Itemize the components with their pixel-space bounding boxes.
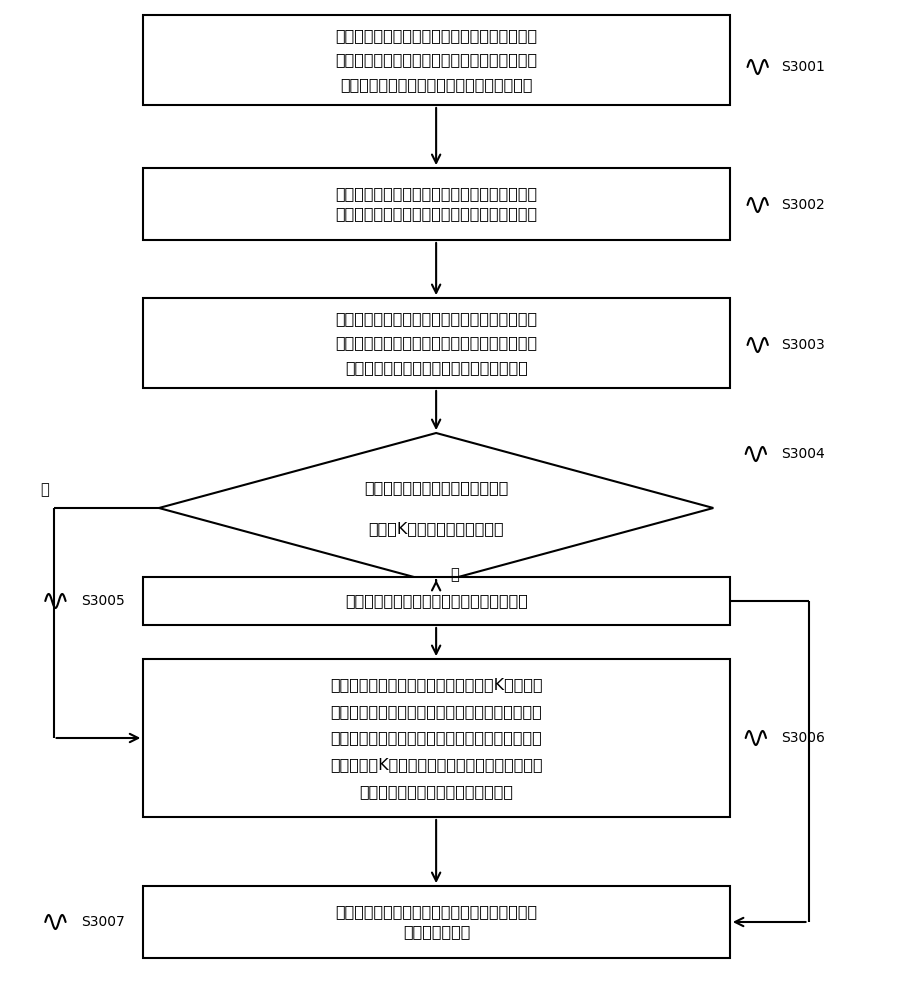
Text: 判断第一等效阻抗与第二等效阻抗: 判断第一等效阻抗与第二等效阻抗 [364, 480, 508, 495]
Text: 基于测试电压与测试电流的相位关系，确定待测: 基于测试电压与测试电流的相位关系，确定待测 [335, 904, 538, 919]
Text: 随机选取负载特性测试阶段内两个不同时刻的电: 随机选取负载特性测试阶段内两个不同时刻的电 [335, 186, 538, 201]
Text: 载的第一等效阻抗，以及根据第二测试电压和第: 载的第一等效阻抗，以及根据第二测试电压和第 [335, 336, 538, 351]
Text: 压信号和电流信号分别作为测试电压和测试电流: 压信号和电流信号分别作为测试电压和测试电流 [335, 207, 538, 222]
Text: 在负载特性测试阶段，控制主控开关处于导通状: 在负载特性测试阶段，控制主控开关处于导通状 [335, 28, 538, 43]
FancyBboxPatch shape [143, 886, 730, 958]
FancyBboxPatch shape [143, 298, 730, 388]
Text: S3005: S3005 [81, 594, 125, 608]
Text: 试电压的相位滞后于测试电流的相位: 试电压的相位滞后于测试电流的相位 [359, 784, 514, 799]
Text: 根据第一测试电压和第一测试电流，确定待测负: 根据第一测试电压和第一测试电流，确定待测负 [335, 311, 538, 326]
Text: 的比值K是否在预设比值范围内: 的比值K是否在预设比值范围内 [369, 521, 504, 536]
Text: 态，并获取负载特性测试阶段内各个时刻待测负: 态，并获取负载特性测试阶段内各个时刻待测负 [335, 52, 538, 67]
Text: S3001: S3001 [781, 60, 824, 74]
Text: 阻抗的比值K小于预设比值范围的下限时，确定测: 阻抗的比值K小于预设比值范围的下限时，确定测 [330, 757, 543, 772]
Text: 负载的负载特性: 负载的负载特性 [403, 925, 470, 940]
Text: S3002: S3002 [781, 198, 824, 212]
FancyBboxPatch shape [143, 659, 730, 817]
Text: S3007: S3007 [81, 915, 125, 929]
Polygon shape [159, 433, 713, 583]
Text: 试电流的相位；或者，在第一等效阻抗与第二等效: 试电流的相位；或者，在第一等效阻抗与第二等效 [331, 730, 542, 746]
Text: S3003: S3003 [781, 338, 824, 352]
FancyBboxPatch shape [143, 15, 730, 105]
FancyBboxPatch shape [143, 577, 730, 625]
Text: S3004: S3004 [781, 447, 824, 461]
Text: 在第一等效阻抗与第二等效阻抗的比值K大于预设: 在第一等效阻抗与第二等效阻抗的比值K大于预设 [330, 677, 543, 692]
Text: 二测试电流，确定待测负载的第二等效阻抗: 二测试电流，确定待测负载的第二等效阻抗 [346, 360, 528, 375]
Text: 是: 是 [450, 568, 458, 582]
Text: 比值范围的上限时，确定测试电压的相位超前于测: 比值范围的上限时，确定测试电压的相位超前于测 [331, 704, 542, 719]
Text: 载两端的电压信号和流经待测负载的电流信号: 载两端的电压信号和流经待测负载的电流信号 [340, 77, 533, 92]
Text: S3006: S3006 [781, 731, 824, 745]
Text: 否: 否 [40, 483, 49, 497]
Text: 确定测试电压的相位与测试电流的相位相同: 确定测试电压的相位与测试电流的相位相同 [346, 593, 528, 608]
FancyBboxPatch shape [143, 168, 730, 240]
